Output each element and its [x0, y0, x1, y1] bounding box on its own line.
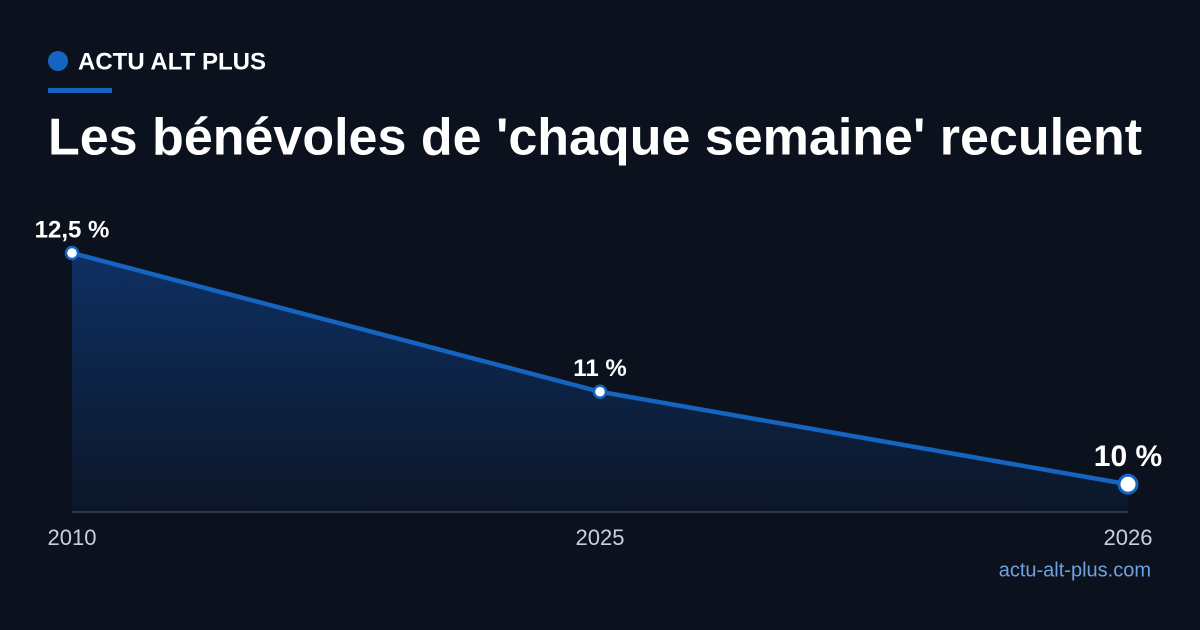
point	[64, 245, 80, 261]
footer: actu-alt-plus.com	[999, 559, 1151, 581]
brand-underline	[48, 88, 112, 93]
value-label: 10 %	[1094, 440, 1162, 473]
x-tick-label: 2010	[48, 525, 97, 550]
x-tick-label: 2026	[1104, 525, 1153, 550]
value-label: 11 %	[573, 355, 626, 382]
point	[592, 384, 608, 399]
point	[1117, 473, 1139, 495]
value-label: 12,5 %	[35, 216, 110, 243]
x-tick-label: 2025	[576, 525, 625, 550]
area	[72, 253, 1128, 512]
brand: ACTU ALT PLUS	[78, 48, 266, 75]
chart-title: Les bénévoles de 'chaque semaine' recule…	[48, 109, 1142, 167]
brand-dot	[48, 51, 68, 71]
